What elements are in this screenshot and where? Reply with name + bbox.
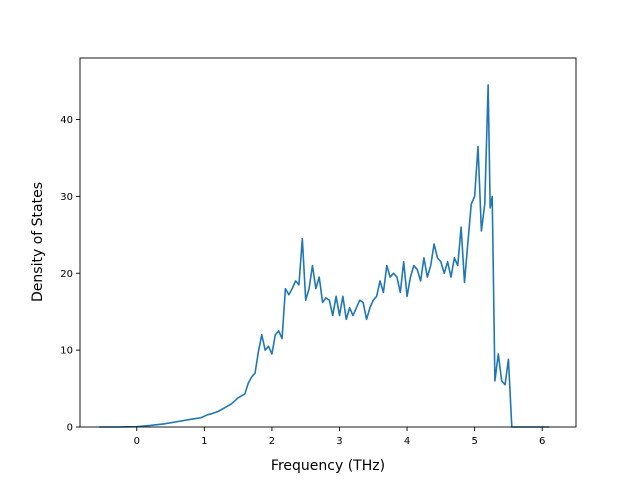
y-axis-ticks: 0 10 20 30 40 [60,115,80,434]
x-tick-label: 4 [404,436,410,447]
y-tick-label: 20 [60,269,73,280]
dos-series-line [98,84,550,428]
x-tick-label: 3 [336,436,342,447]
x-tick-label: 1 [201,436,207,447]
y-axis-title: Density of States [30,182,46,302]
y-tick-label: 10 [60,346,73,357]
plot-frame [79,57,577,428]
x-axis-ticks: 0 1 2 3 4 5 6 [134,427,545,447]
x-axis-title: Frequency (THz) [271,458,385,474]
x-tick-label: 6 [539,436,545,447]
x-tick-label: 2 [269,436,275,447]
plot-area [79,57,577,428]
y-tick-label: 30 [60,192,73,203]
y-tick-label: 40 [60,115,73,126]
x-tick-label: 0 [134,436,140,447]
x-tick-label: 5 [471,436,477,447]
y-tick-label: 0 [67,423,73,434]
